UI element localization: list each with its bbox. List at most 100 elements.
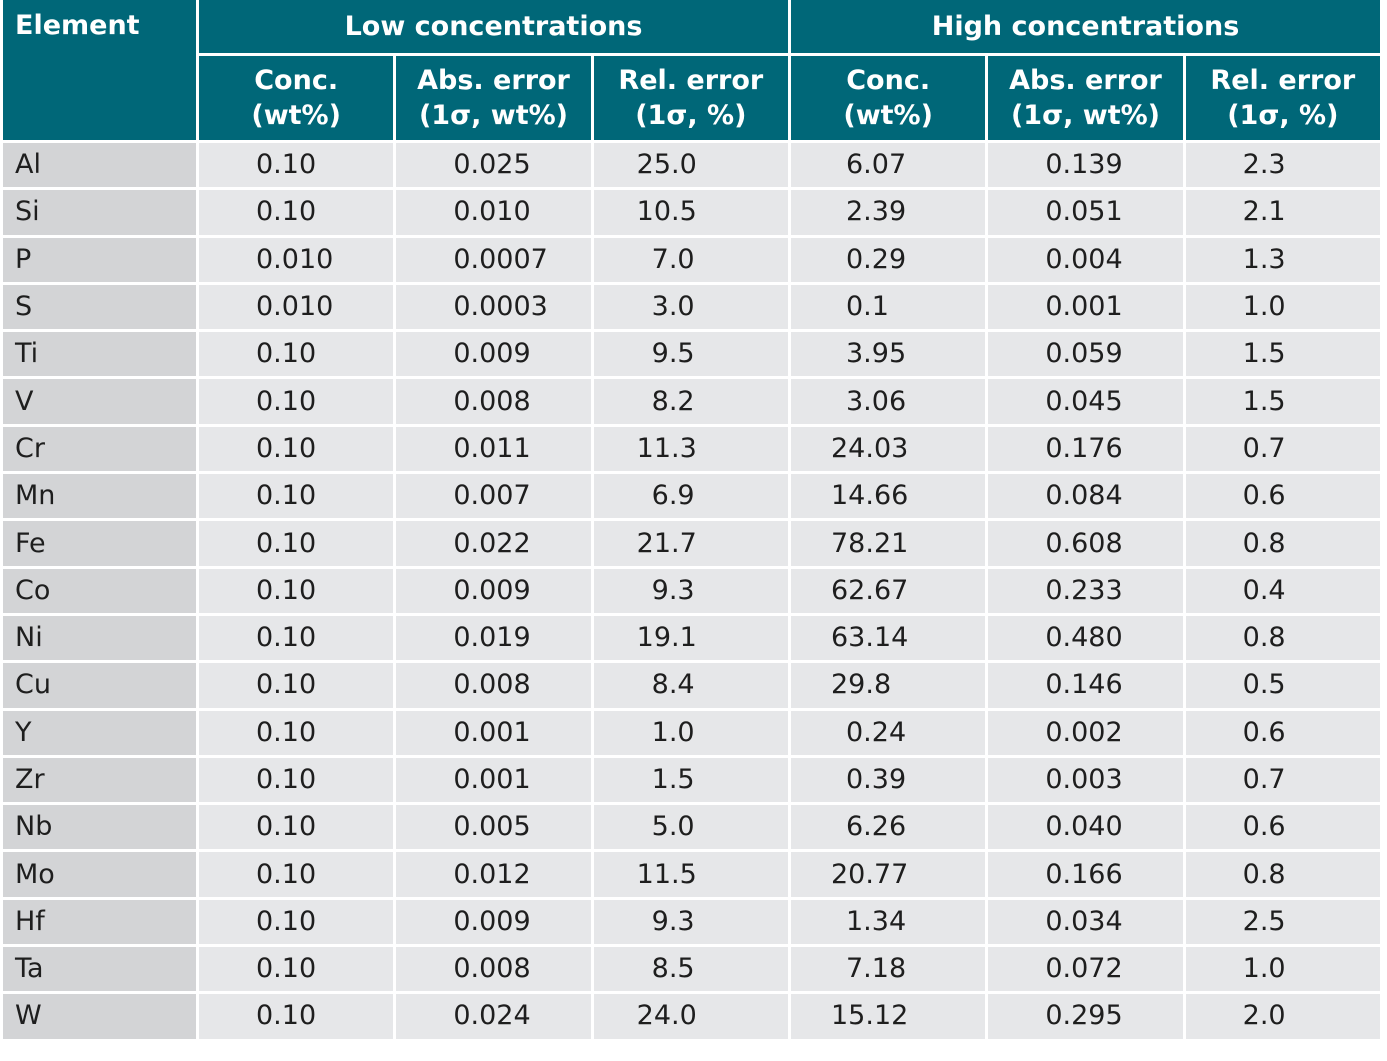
value-cell: 0.146	[985, 660, 1186, 711]
value-cell: 0.007	[393, 471, 594, 522]
element-cell: Ni	[0, 612, 199, 664]
value-cell: 1.0	[1182, 281, 1384, 333]
value-cell: 19.1	[590, 612, 792, 664]
value-cell: 3.06	[787, 376, 989, 427]
table-row: W 0.10 0.024 24.0 15.12 0.295 2.0	[0, 991, 1384, 1042]
table-body: Al 0.10 0.025 25.0 6.07 0.139 2.3 Si 0.10 0.010 10…	[0, 139, 1384, 1042]
value-cell: 0.001	[393, 707, 594, 758]
table-row: Fe 0.10 0.022 21.7 78.21 0.608 0.8	[0, 518, 1384, 569]
column-header-line: Abs. error	[417, 65, 570, 96]
value-cell: 0.10	[195, 187, 397, 238]
value-cell: 0.004	[985, 234, 1186, 285]
value-cell: 0.4	[1182, 565, 1384, 616]
value-cell: 0.10	[195, 849, 397, 900]
column-header-line: Conc.	[846, 65, 931, 96]
value-cell: 9.3	[590, 896, 792, 948]
value-cell: 6.07	[787, 139, 989, 191]
value-cell: 0.10	[195, 329, 397, 380]
column-header-unit: (wt%)	[251, 100, 341, 131]
value-cell: 24.03	[787, 423, 989, 475]
value-cell: 0.10	[195, 991, 397, 1042]
table-row: Zr 0.10 0.001 1.5 0.39 0.003 0.7	[0, 754, 1384, 806]
element-cell: W	[0, 991, 199, 1042]
value-cell: 11.3	[590, 423, 792, 475]
column-header-low-rel-error: Rel. error (1σ, %)	[590, 53, 792, 143]
element-cell: Al	[0, 139, 199, 191]
value-cell: 8.5	[590, 944, 792, 995]
value-cell: 2.39	[787, 187, 989, 238]
value-cell: 0.10	[195, 471, 397, 522]
value-cell: 1.5	[1182, 329, 1384, 380]
column-header-unit: (1σ, wt%)	[418, 100, 569, 131]
value-cell: 0.008	[393, 660, 594, 711]
element-cell: Hf	[0, 896, 199, 948]
table-row: Ti 0.10 0.009 9.5 3.95 0.059 1.5	[0, 329, 1384, 380]
value-cell: 1.0	[1182, 944, 1384, 995]
value-cell: 0.0003	[393, 281, 594, 333]
value-cell: 25.0	[590, 139, 792, 191]
value-cell: 0.10	[195, 612, 397, 664]
table-row: P 0.010 0.0007 7.0 0.29 0.004 1.3	[0, 234, 1384, 285]
value-cell: 0.233	[985, 565, 1186, 616]
value-cell: 0.10	[195, 944, 397, 995]
value-cell: 2.5	[1182, 896, 1384, 948]
value-cell: 0.005	[393, 802, 594, 853]
value-cell: 0.10	[195, 139, 397, 191]
table-row: Ta 0.10 0.008 8.5 7.18 0.072 1.0	[0, 944, 1384, 995]
value-cell: 21.7	[590, 518, 792, 569]
value-cell: 0.10	[195, 660, 397, 711]
value-cell: 0.10	[195, 754, 397, 806]
table-row: S 0.010 0.0003 3.0 0.1 0.001 1.0	[0, 281, 1384, 333]
value-cell: 0.10	[195, 376, 397, 427]
table-row: Nb 0.10 0.005 5.0 6.26 0.040 0.6	[0, 802, 1384, 853]
value-cell: 0.008	[393, 376, 594, 427]
value-cell: 0.025	[393, 139, 594, 191]
value-cell: 2.1	[1182, 187, 1384, 238]
value-cell: 0.059	[985, 329, 1186, 380]
value-cell: 0.024	[393, 991, 594, 1042]
value-cell: 20.77	[787, 849, 989, 900]
value-cell: 0.139	[985, 139, 1186, 191]
element-cell: Y	[0, 707, 199, 758]
value-cell: 0.008	[393, 944, 594, 995]
value-cell: 0.8	[1182, 849, 1384, 900]
value-cell: 3.95	[787, 329, 989, 380]
high-concentrations-header: High concentrations	[788, 0, 1383, 56]
value-cell: 0.010	[195, 281, 397, 333]
element-cell: Co	[0, 565, 199, 616]
column-header-unit: (wt%)	[843, 100, 933, 131]
table-row: Ni 0.10 0.019 19.1 63.14 0.480 0.8	[0, 612, 1384, 664]
value-cell: 0.480	[985, 612, 1186, 664]
value-cell: 8.4	[590, 660, 792, 711]
column-header-unit: (1σ, wt%)	[1010, 100, 1161, 131]
value-cell: 1.3	[1182, 234, 1384, 285]
value-cell: 0.7	[1182, 754, 1384, 806]
value-cell: 2.0	[1182, 991, 1384, 1042]
element-cell: Nb	[0, 802, 199, 853]
table-row: Cr 0.10 0.011 11.3 24.03 0.176 0.7	[0, 423, 1384, 475]
value-cell: 0.7	[1182, 423, 1384, 475]
table-row: Mo 0.10 0.012 11.5 20.77 0.166 0.8	[0, 849, 1384, 900]
element-cell: Zr	[0, 754, 199, 806]
table-row: Hf 0.10 0.009 9.3 1.34 0.034 2.5	[0, 896, 1384, 948]
element-cell: Fe	[0, 518, 199, 569]
low-concentrations-header: Low concentrations	[196, 0, 791, 56]
column-header-high-rel-error: Rel. error (1σ, %)	[1182, 53, 1384, 143]
element-cell: Ti	[0, 329, 199, 380]
header-row-columns: Conc. (wt%) Abs. error (1σ, wt%) Rel. erro…	[2, 53, 1384, 143]
value-cell: 9.5	[590, 329, 792, 380]
column-header-low-abs-error: Abs. error (1σ, wt%)	[393, 53, 594, 143]
value-cell: 0.003	[985, 754, 1186, 806]
value-cell: 7.0	[590, 234, 792, 285]
value-cell: 0.6	[1182, 707, 1384, 758]
value-cell: 0.009	[393, 896, 594, 948]
value-cell: 15.12	[787, 991, 989, 1042]
element-column-header: Element	[0, 0, 199, 143]
value-cell: 0.084	[985, 471, 1186, 522]
value-cell: 6.9	[590, 471, 792, 522]
element-cell: Si	[0, 187, 199, 238]
value-cell: 1.34	[787, 896, 989, 948]
value-cell: 0.24	[787, 707, 989, 758]
value-cell: 0.10	[195, 802, 397, 853]
value-cell: 7.18	[787, 944, 989, 995]
